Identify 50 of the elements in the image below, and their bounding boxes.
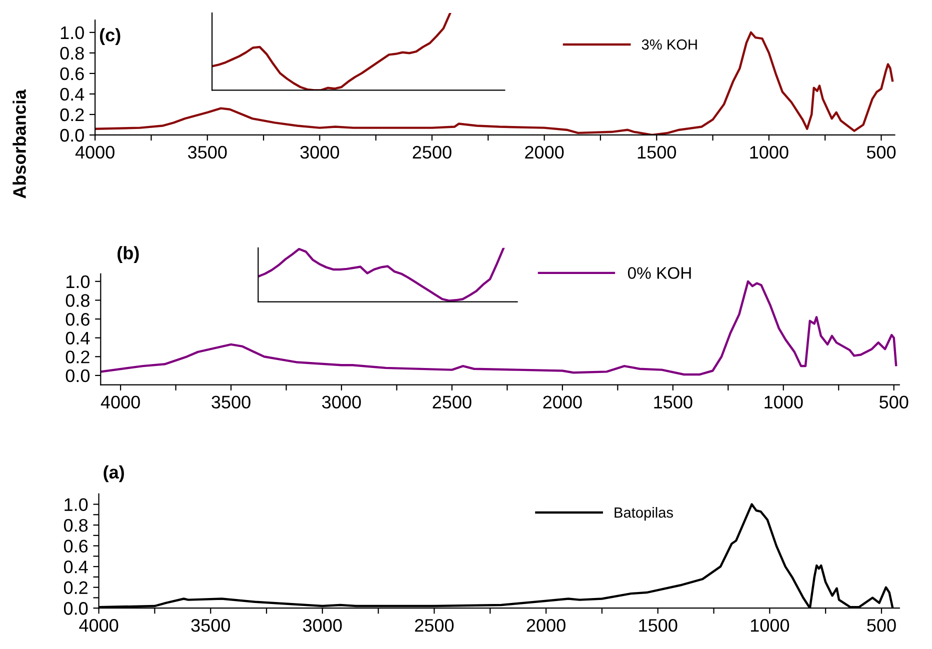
x-tick-label: 4000 [79,619,118,632]
y-tick-label: 0.6 [60,67,84,80]
y-tick-label: 0.0 [64,602,88,615]
y-tick-label: 1.0 [66,275,90,288]
x-tick-label: 4000 [100,396,140,409]
x-tick-label: 3000 [300,146,340,159]
y-tick-label: 0.0 [66,369,90,382]
y-tick-label: 0.4 [60,88,84,101]
y-tick-label: 0.4 [64,560,88,574]
y-tick-label: 0.0 [60,128,84,142]
x-tick-label: 1000 [750,146,788,159]
x-tick-label: 500 [867,619,896,632]
y-tick-label: 0.8 [66,294,90,307]
x-tick-label: 3500 [188,146,227,159]
x-tick-label: 2000 [526,619,566,632]
chart-title: (c) [100,28,120,45]
x-tick-label: 3500 [212,396,250,409]
y-tick-label: 0.2 [66,350,90,364]
x-tick-label: 2000 [543,396,582,409]
y-tick-label: 0.8 [60,46,84,60]
y-tick-label: 0.2 [60,108,84,122]
y-tick-label: 0.2 [64,581,88,594]
y-tick-label: 0.6 [64,540,88,553]
x-tick-label: 2000 [525,146,564,159]
y-axis-title: Absorbancia [12,89,26,198]
x-tick-label: 3000 [322,396,361,409]
y-tick-label: 0.8 [64,518,88,532]
x-tick-label: 500 [880,396,908,409]
legend-label: 3% KOH [642,39,697,50]
x-tick-label: 1500 [639,619,678,632]
x-tick-label: 1500 [638,146,676,159]
y-tick-label: 1.0 [64,498,88,511]
x-tick-label: 2500 [415,619,454,632]
x-tick-label: 4000 [75,146,114,159]
x-tick-label: 1000 [764,396,803,409]
x-tick-label: 1500 [654,396,692,409]
legend-label: Batopilas [614,507,673,521]
x-tick-label: 3500 [191,619,230,632]
y-tick-label: 0.4 [66,332,90,345]
x-tick-label: 1000 [750,619,790,632]
line-series [100,280,898,376]
x-tick-label: 2500 [432,396,472,409]
legend-label: 0% KOH [628,267,691,279]
x-tick-label: 500 [866,146,896,159]
chart-title: (b) [118,246,139,263]
y-tick-label: 0.6 [66,312,90,326]
x-tick-label: 3000 [303,619,342,632]
chart-title: (a) [104,465,124,482]
x-tick-label: 2500 [412,146,452,159]
y-tick-label: 1.0 [60,26,84,40]
